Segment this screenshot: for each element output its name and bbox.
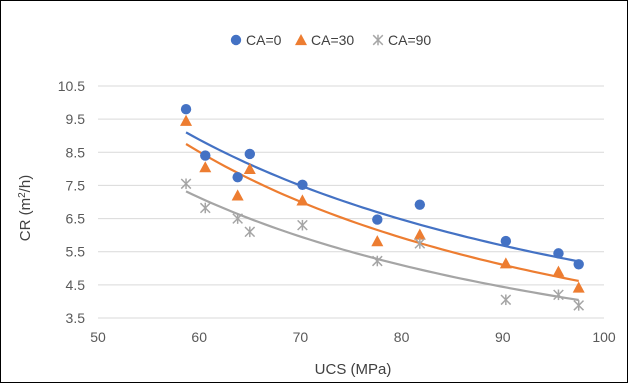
data-point-CA=30	[371, 235, 384, 247]
data-point-CA=30	[180, 114, 193, 126]
data-point-CA=90	[414, 238, 426, 249]
y-tick-label: 7.5	[66, 177, 86, 193]
y-axis-title: CR (m2/h)	[17, 175, 34, 241]
legend-label: CA=0	[246, 32, 282, 48]
y-axis-title-superscript: 2	[17, 192, 28, 198]
legend-marker-CA=30	[295, 34, 307, 46]
data-point-CA=0	[297, 179, 308, 190]
grid-lines	[98, 85, 604, 319]
data-points	[180, 104, 585, 311]
y-tick-labels: 3.5 4.5 5.5 6.5 7.5 8.5 9.5 10.5	[58, 78, 85, 326]
legend-label: CA=90	[388, 32, 431, 48]
data-point-CA=0	[200, 150, 211, 161]
data-point-CA=30	[231, 189, 244, 201]
trend-lines	[185, 131, 579, 302]
x-tick-label: 60	[191, 329, 207, 345]
data-point-CA=0	[573, 259, 584, 270]
legend: CA=0 CA=30 CA=90	[230, 32, 431, 48]
x-tick-label: 100	[592, 329, 616, 345]
data-point-CA=90	[500, 294, 512, 306]
y-axis-title-tail: /h)	[17, 175, 34, 193]
x-tick-label: 50	[90, 329, 106, 345]
data-point-CA=30	[499, 257, 512, 269]
data-point-CA=90	[199, 202, 211, 214]
data-point-CA=30	[296, 194, 309, 206]
data-point-CA=0	[414, 199, 426, 210]
legend-label: CA=30	[311, 32, 354, 48]
y-tick-label: 9.5	[66, 111, 86, 127]
data-point-CA=90	[297, 219, 308, 231]
x-tick-label: 90	[495, 329, 511, 345]
data-point-CA=30	[572, 281, 585, 293]
data-point-CA=0	[372, 214, 383, 225]
data-point-CA=0	[180, 104, 192, 115]
data-point-CA=30	[413, 228, 426, 240]
data-point-CA=0	[244, 148, 255, 160]
y-tick-label: 10.5	[58, 78, 85, 94]
x-tick-label: 80	[394, 329, 410, 345]
data-point-CA=30	[552, 265, 565, 277]
trend-line-CA=30	[185, 143, 579, 283]
x-tick-labels: 50 60 70 80 90 100	[90, 329, 616, 345]
y-tick-label: 3.5	[66, 310, 86, 326]
data-point-CA=0	[500, 235, 512, 247]
data-point-CA=30	[243, 162, 256, 174]
data-point-CA=0	[232, 171, 243, 183]
data-point-CA=90	[232, 213, 243, 224]
y-tick-label: 6.5	[66, 211, 86, 227]
data-point-CA=90	[244, 226, 256, 238]
data-point-CA=90	[180, 178, 192, 190]
y-tick-label: 4.5	[66, 277, 86, 293]
trend-line-CA=90	[185, 190, 579, 302]
legend-marker-CA=90	[372, 34, 384, 46]
data-point-CA=90	[371, 255, 383, 267]
y-tick-label: 5.5	[66, 244, 86, 260]
data-point-CA=90	[553, 289, 564, 301]
y-axis-title-main: CR (m	[17, 198, 34, 241]
data-point-CA=30	[199, 161, 212, 173]
data-point-CA=90	[573, 300, 585, 311]
x-tick-label: 70	[293, 329, 309, 345]
x-axis-title: UCS (MPa)	[315, 361, 392, 378]
data-point-CA=0	[553, 248, 564, 259]
trend-line-CA=0	[185, 131, 579, 263]
y-tick-label: 8.5	[66, 144, 86, 160]
legend-marker-CA=0	[230, 34, 242, 46]
